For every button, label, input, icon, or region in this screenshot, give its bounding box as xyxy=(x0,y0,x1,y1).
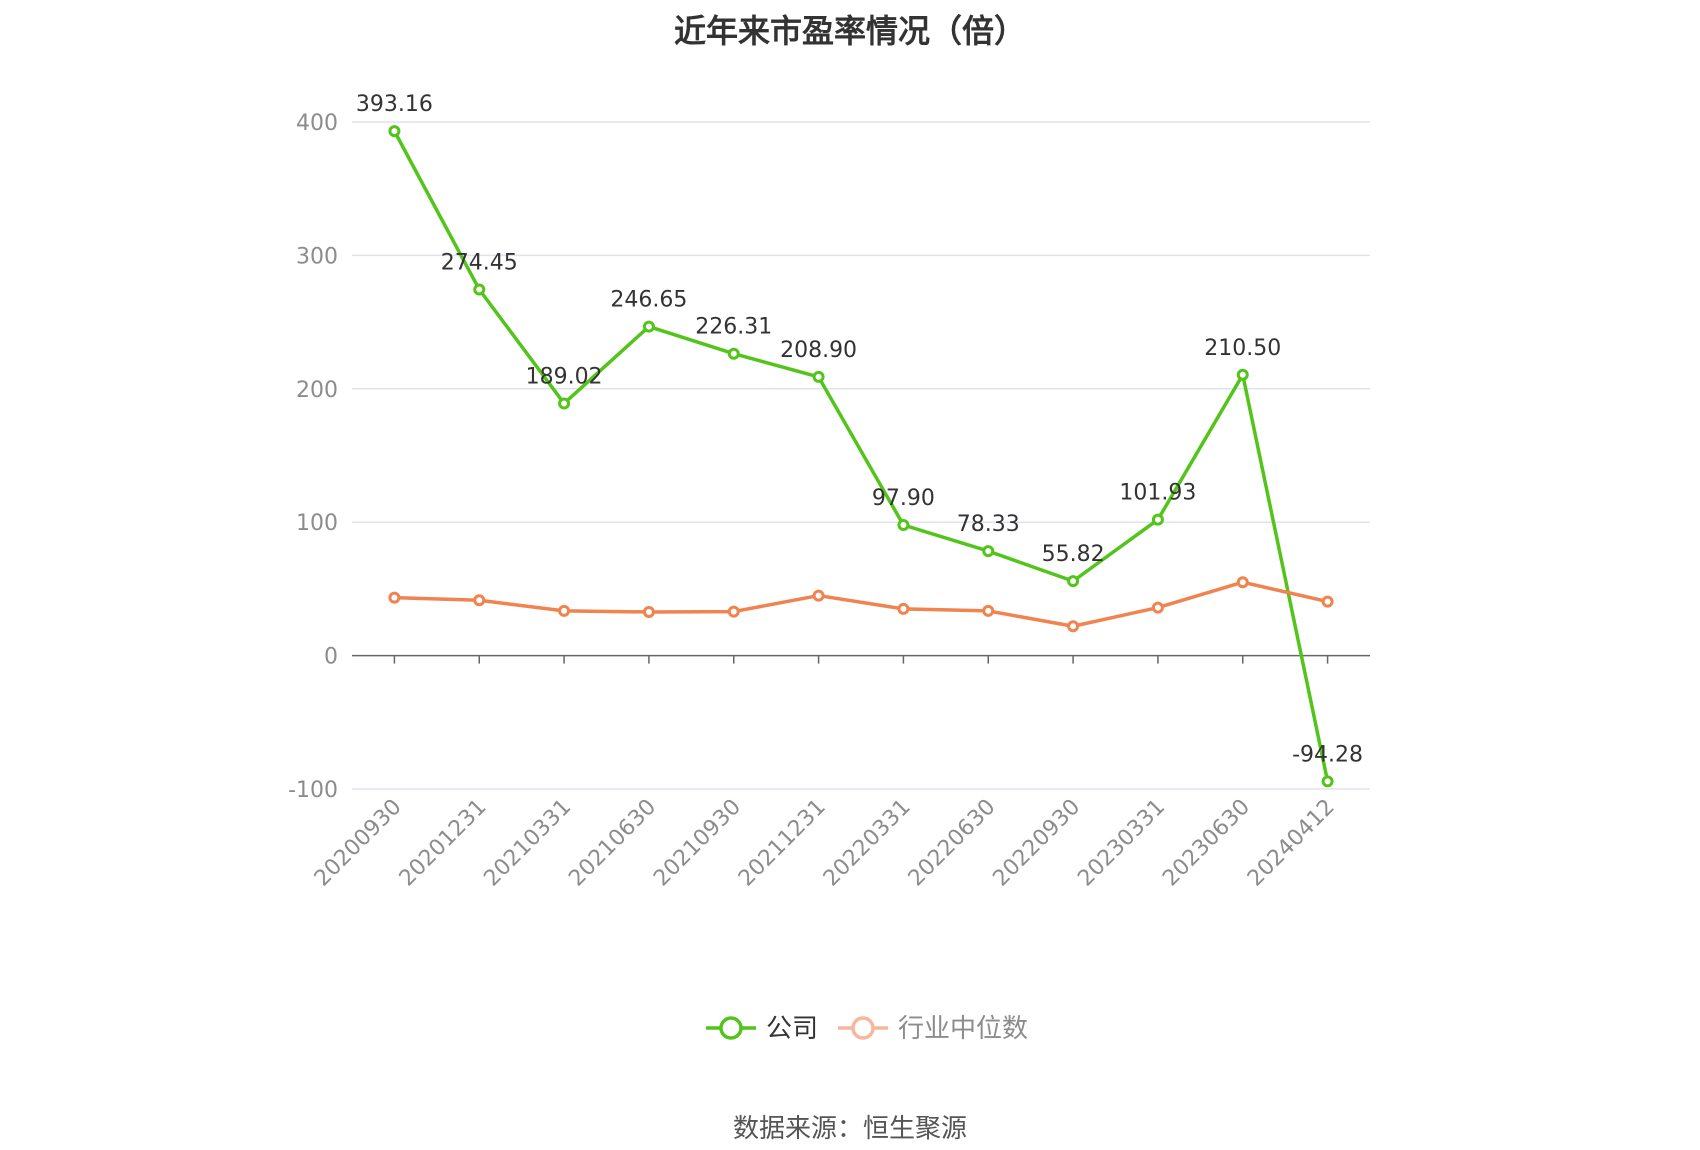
company-data-point xyxy=(558,397,571,410)
x-tick-label: 20230630 xyxy=(1158,795,1255,892)
y-tick-label: -100 xyxy=(288,778,338,803)
y-tick-label: 400 xyxy=(296,111,338,136)
company-data-point xyxy=(982,545,995,558)
industry-data-point xyxy=(812,589,825,602)
x-tick-label: 20240412 xyxy=(1243,795,1340,892)
company-data-point xyxy=(473,283,486,296)
y-tick-label: 100 xyxy=(296,511,338,536)
data-label: 55.82 xyxy=(1042,542,1105,567)
industry-data-point xyxy=(473,594,486,607)
company-data-point xyxy=(1151,513,1164,526)
x-tick-label: 20220331 xyxy=(819,795,916,892)
company-data-point xyxy=(727,347,740,360)
industry-data-point xyxy=(1067,620,1080,633)
series-lines xyxy=(388,125,1334,788)
industry-data-point xyxy=(1151,601,1164,614)
data-source-note: 数据来源：恒生聚源 xyxy=(732,1114,967,1144)
data-label: 189.02 xyxy=(526,364,603,389)
data-label: -94.28 xyxy=(1292,742,1363,767)
x-tick-label: 20210930 xyxy=(649,795,746,892)
industry-data-point xyxy=(727,605,740,618)
industry-data-point xyxy=(558,604,571,617)
x-tick-label: 20210331 xyxy=(479,795,576,892)
y-tick-label: 300 xyxy=(296,244,338,269)
company-data-point xyxy=(812,370,825,383)
data-label: 101.93 xyxy=(1119,481,1196,506)
legend-label: 公司 xyxy=(766,1014,818,1044)
y-tick-label: 0 xyxy=(324,645,338,670)
industry-data-point xyxy=(1321,595,1334,608)
y-tick-label: 200 xyxy=(296,378,338,403)
axes: -100 0 100 200 300 400 20200930202012312021033… xyxy=(288,111,1370,891)
x-tick-label: 20220930 xyxy=(988,795,1085,892)
company-data-point xyxy=(642,320,655,333)
company-data-point xyxy=(388,125,401,138)
industry-data-point xyxy=(897,602,910,615)
company-data-point xyxy=(897,519,910,532)
legend: 公司 行业中位数 xyxy=(706,1014,1028,1044)
data-label: 274.45 xyxy=(441,250,518,275)
data-label: 393.16 xyxy=(356,92,433,117)
data-label: 210.50 xyxy=(1204,336,1281,361)
data-label: 78.33 xyxy=(957,512,1020,537)
industry-data-point xyxy=(388,591,401,604)
company-data-point xyxy=(1236,368,1249,381)
data-labels: 393.16 274.45 189.02 246.65 226.31 208.90 97.9… xyxy=(356,92,1363,767)
grid-lines xyxy=(352,121,1370,790)
industry-series-line xyxy=(394,580,1328,629)
legend-marker-icon xyxy=(719,1016,743,1040)
legend-marker-icon xyxy=(851,1016,875,1040)
legend-item-company: 公司 xyxy=(706,1014,818,1044)
x-tick-label: 20201231 xyxy=(395,795,492,892)
x-tick-label: 20220630 xyxy=(904,795,1001,892)
data-label: 97.90 xyxy=(872,486,935,511)
legend-label: 行业中位数 xyxy=(898,1014,1028,1044)
company-series-line xyxy=(392,130,1330,782)
industry-data-point xyxy=(1236,576,1249,589)
x-tick-label: 20210630 xyxy=(564,795,661,892)
x-tick-label: 20200930 xyxy=(310,795,407,892)
legend-item-industry: 行业中位数 xyxy=(838,1014,1028,1044)
data-label: 226.31 xyxy=(695,315,772,340)
x-tick-label: 20211231 xyxy=(734,795,831,892)
data-label: 246.65 xyxy=(610,288,687,313)
company-data-point xyxy=(1321,775,1334,788)
chart-title: 近年来市盈率情况（倍） xyxy=(673,12,1026,50)
x-tick-label: 20230331 xyxy=(1073,795,1170,892)
data-label: 208.90 xyxy=(780,338,857,363)
company-data-point xyxy=(1067,575,1080,588)
industry-data-point xyxy=(982,604,995,617)
industry-data-point xyxy=(642,605,655,618)
